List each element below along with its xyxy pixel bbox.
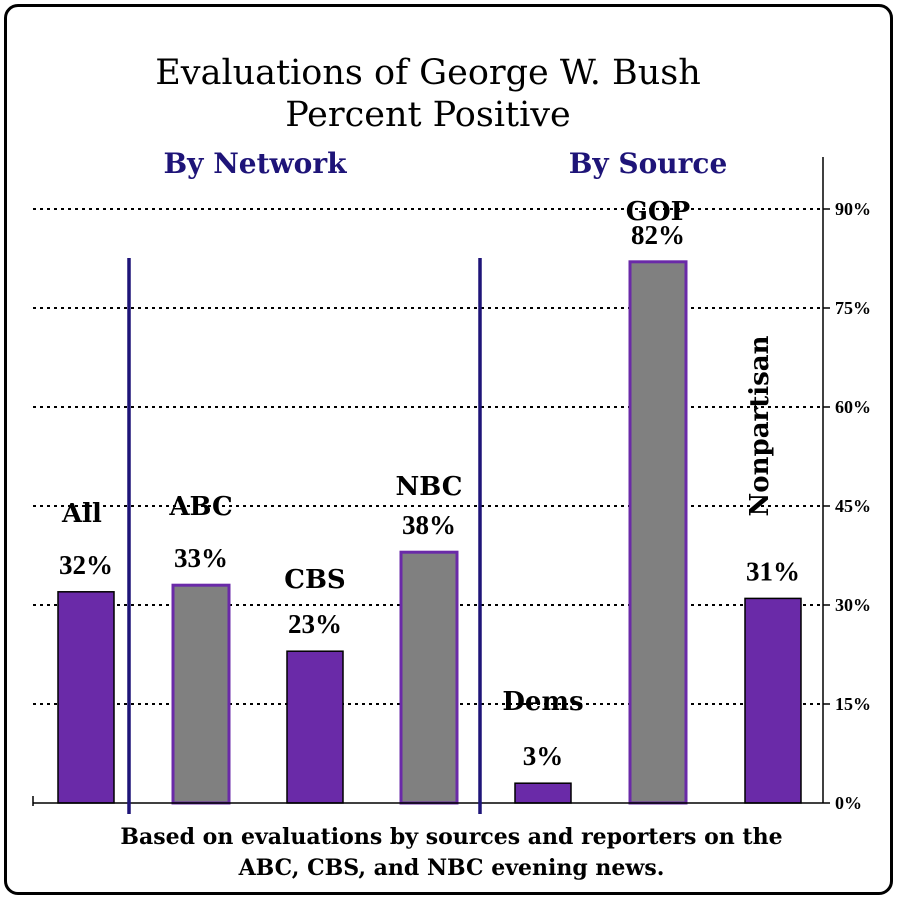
bar-labels: 32% All 33% ABC 23% CBS 38% NBC 3% Dems 82%GOP 31% N… [59,197,800,771]
category-label: Nonpartisan [745,335,775,516]
y-tick-label: 75% [835,298,871,318]
value-label: 3% [523,741,564,771]
value-label: 82% [631,220,685,250]
y-axis: 0% 15% 30% 45% 60% 75% 90% [32,157,871,813]
y-tick-label: 60% [835,397,871,417]
category-label: ABC [168,492,232,522]
bar [628,260,688,805]
bars [57,260,802,805]
category-label: Dems [502,687,583,717]
y-tick-label: 90% [835,199,871,219]
footnote: Based on evaluations by sources and repo… [20,822,883,884]
footnote-line-2: ABC, CBS, and NBC evening news. [238,855,665,881]
footnote-line-1: Based on evaluations by sources and repo… [120,824,783,850]
category-label: All [61,499,102,529]
group-dividers [127,258,482,814]
bar [744,597,802,804]
bar [171,583,231,805]
chart-title: Evaluations of George W. Bush [155,53,701,93]
value-label: 31% [746,556,800,586]
y-tick-label: 0% [835,793,862,813]
y-tick-label: 30% [835,595,871,615]
bar [399,550,459,805]
y-tick-label: 15% [835,694,871,714]
value-label: 38% [402,510,456,540]
chart-subtitle: Percent Positive [285,95,571,135]
bar [514,782,572,804]
bar [57,591,115,804]
y-tick-label: 45% [835,496,871,516]
value-label: 32% [59,550,113,580]
category-label: NBC [396,472,463,502]
group-label-source: By Source [569,147,728,180]
category-label: GOP [626,197,690,227]
value-label: 33% [174,543,228,573]
category-label: CBS [284,565,345,595]
bar [286,650,344,804]
value-label: 23% [288,609,342,639]
group-label-network: By Network [164,147,348,180]
